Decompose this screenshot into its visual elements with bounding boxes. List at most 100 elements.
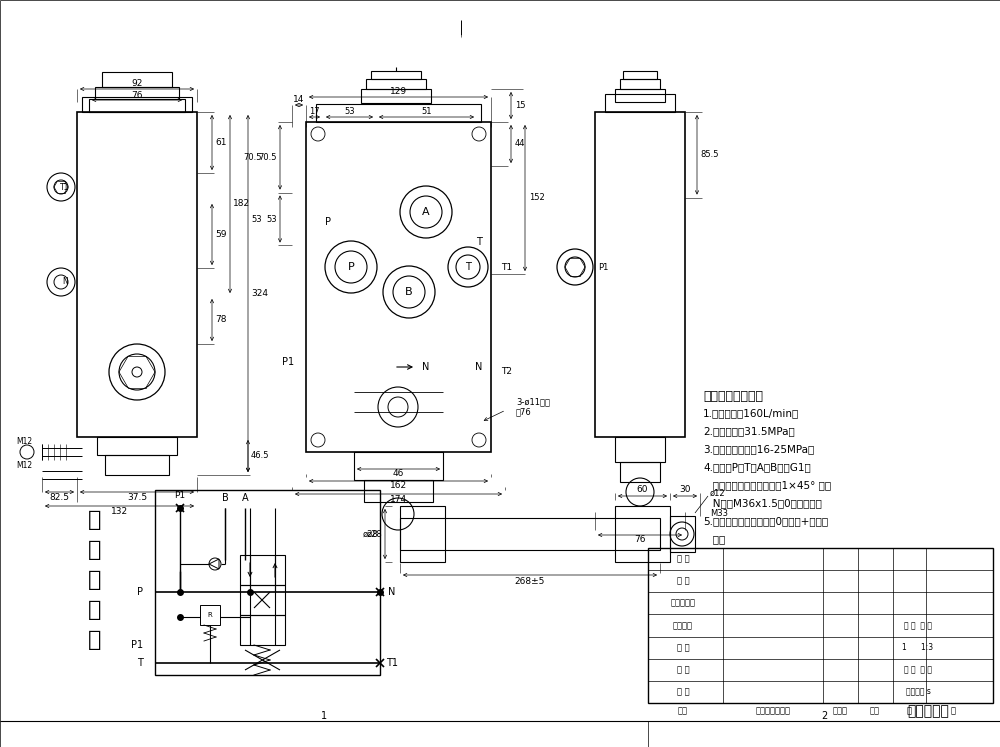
Text: 53: 53: [344, 108, 355, 117]
Text: 92: 92: [131, 79, 143, 88]
Text: P: P: [348, 262, 354, 272]
Text: 2: 2: [821, 711, 827, 721]
Text: 129: 129: [390, 87, 407, 96]
Text: 59: 59: [215, 230, 226, 239]
Text: 签: 签: [906, 707, 912, 716]
Text: 46: 46: [393, 470, 404, 479]
Circle shape: [132, 367, 142, 377]
Text: 3-ø11通孔: 3-ø11通孔: [516, 397, 550, 406]
Text: 原: 原: [88, 570, 102, 590]
Bar: [615, 506, 670, 562]
Bar: [354, 452, 443, 480]
Bar: [316, 104, 481, 122]
Bar: [97, 437, 177, 455]
Text: 角 张  魏 求: 角 张 魏 求: [904, 621, 932, 630]
Text: 15: 15: [515, 101, 526, 110]
Bar: [615, 437, 665, 462]
Text: 60: 60: [637, 486, 648, 495]
Text: P1: P1: [174, 492, 186, 500]
Bar: [400, 506, 445, 562]
Text: 更改内容或依据: 更改内容或依据: [756, 707, 790, 716]
Text: T1: T1: [60, 182, 70, 191]
Text: M33: M33: [710, 509, 728, 518]
Bar: [77, 112, 197, 437]
Text: 51: 51: [421, 108, 432, 117]
Text: P1: P1: [598, 262, 608, 271]
Text: T1: T1: [501, 262, 512, 271]
Bar: [670, 516, 695, 552]
Text: 认: 认: [950, 707, 956, 716]
Text: 淸76: 淸76: [516, 408, 532, 417]
Bar: [620, 462, 660, 482]
Bar: [82, 97, 192, 112]
Text: P1: P1: [131, 640, 143, 650]
Text: A: A: [242, 493, 248, 503]
Text: 批 准: 批 准: [677, 554, 689, 563]
Text: 152: 152: [529, 193, 545, 202]
Text: T1: T1: [386, 658, 398, 668]
Text: 76: 76: [131, 90, 143, 99]
Text: ø28: ø28: [366, 530, 382, 539]
Text: N口为M36x1.5，0型圈密封；: N口为M36x1.5，0型圈密封；: [703, 498, 822, 508]
Text: 132: 132: [111, 506, 128, 515]
Text: 1.公称流量：160L/min；: 1.公称流量：160L/min；: [703, 408, 799, 418]
Text: 1      1:3: 1 1:3: [902, 643, 934, 652]
Bar: [615, 89, 665, 102]
Bar: [306, 122, 491, 452]
Text: 82.5: 82.5: [50, 492, 70, 501]
Text: 30: 30: [679, 486, 691, 495]
Text: P: P: [137, 587, 143, 597]
Text: 日期: 日期: [870, 707, 880, 716]
Text: 268±5: 268±5: [515, 577, 545, 586]
Text: P1: P1: [282, 357, 294, 367]
Text: 一联多路阀: 一联多路阀: [907, 704, 949, 718]
Bar: [364, 480, 433, 502]
Text: T2: T2: [501, 368, 512, 376]
Text: B: B: [222, 493, 228, 503]
Text: ø12: ø12: [710, 489, 726, 498]
Text: 理: 理: [88, 600, 102, 620]
Bar: [105, 455, 169, 475]
Bar: [240, 585, 285, 615]
Text: 标准化检查: 标准化检查: [670, 599, 696, 608]
Text: 85.5: 85.5: [700, 150, 718, 159]
Bar: [200, 605, 220, 625]
Text: 162: 162: [390, 482, 407, 491]
Text: 44: 44: [515, 140, 526, 149]
Text: 37.5: 37.5: [127, 492, 147, 501]
Text: 17: 17: [309, 108, 320, 117]
Text: 设 计: 设 计: [677, 687, 689, 696]
Bar: [371, 71, 421, 79]
Text: B: B: [405, 287, 413, 297]
Text: A: A: [422, 207, 430, 217]
Text: N: N: [62, 277, 68, 287]
Text: 61: 61: [215, 138, 226, 147]
Text: 76: 76: [634, 536, 646, 545]
Bar: [95, 87, 179, 99]
Text: 5.控制方式：手动控制，0型阀杆+弹簧复: 5.控制方式：手动控制，0型阀杆+弹簧复: [703, 516, 828, 526]
Bar: [648, 548, 993, 703]
Text: 压: 压: [88, 540, 102, 560]
Bar: [102, 72, 172, 87]
Text: 工艺检查: 工艺检查: [673, 621, 693, 630]
Text: 70.5: 70.5: [258, 152, 277, 162]
Text: 液: 液: [88, 510, 102, 530]
Text: 53: 53: [266, 214, 277, 223]
Text: 制 图: 制 图: [677, 666, 689, 675]
Text: 2.公称压力：31.5MPa；: 2.公称压力：31.5MPa；: [703, 426, 795, 436]
Text: 174: 174: [390, 495, 407, 503]
Text: 70.5: 70.5: [244, 152, 262, 161]
Text: 14: 14: [293, 96, 305, 105]
Text: M12: M12: [16, 460, 32, 470]
Text: 标记: 标记: [678, 707, 688, 716]
Bar: [595, 112, 685, 437]
Text: 审 核: 审 核: [677, 577, 689, 586]
Bar: [89, 99, 185, 112]
Text: N: N: [422, 362, 430, 372]
Bar: [605, 94, 675, 112]
Text: 图: 图: [88, 630, 102, 650]
Bar: [240, 555, 285, 585]
Text: 数 量  比 例: 数 量 比 例: [904, 666, 932, 675]
Text: 校 对: 校 对: [677, 643, 689, 652]
Bar: [366, 79, 426, 89]
